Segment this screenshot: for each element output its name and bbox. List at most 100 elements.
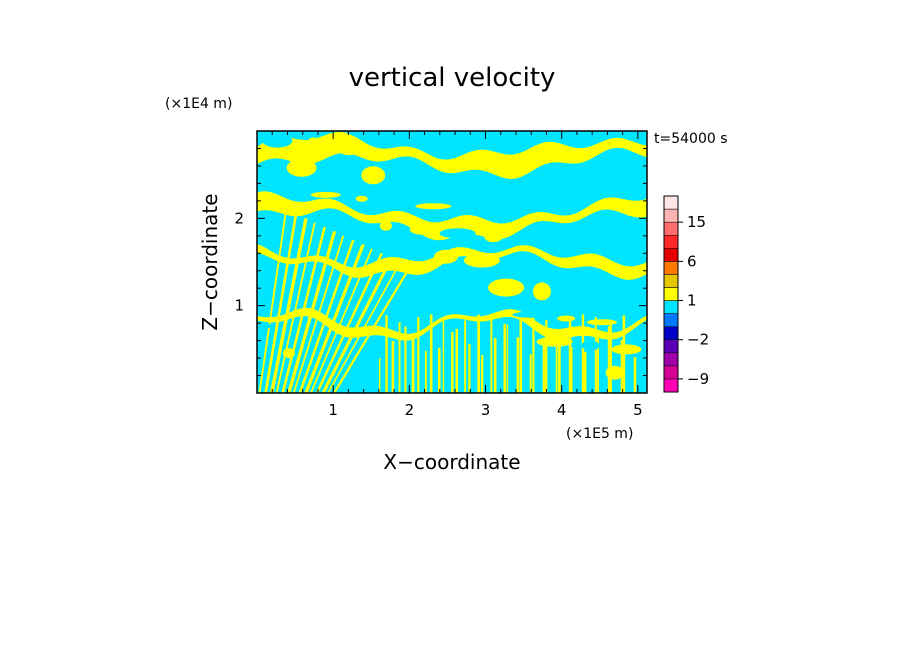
- field-blob-22: [581, 340, 600, 351]
- vertical-streak-35: [596, 335, 599, 393]
- x-tick-label: 5: [633, 401, 643, 419]
- vertical-streak-24: [529, 354, 532, 393]
- vertical-streak-15: [468, 343, 471, 393]
- field-blob-5: [415, 203, 452, 210]
- y-tick-label: 1: [234, 297, 244, 315]
- x-tick-label: 3: [481, 401, 491, 419]
- vertical-streak-40: [633, 357, 637, 393]
- vertical-streak-36: [607, 326, 611, 393]
- field-blob-28: [458, 274, 483, 293]
- colorbar: −9 −2 1 6 15: [663, 195, 709, 393]
- field-blob-30: [536, 336, 573, 347]
- field-blob-3: [337, 141, 361, 156]
- left-streak-3: [269, 218, 308, 393]
- vertical-streak-27: [545, 319, 548, 393]
- vertical-streak-25: [532, 314, 535, 393]
- field-blob-13: [385, 199, 410, 206]
- x-tick-label: 4: [557, 401, 567, 419]
- colorbar-segment: [663, 234, 679, 249]
- vertical-streak-16: [477, 314, 480, 393]
- x-axis: 1 2 3 4 5: [271, 131, 643, 419]
- left-streak-11: [315, 253, 384, 393]
- vertical-streak-7: [417, 317, 420, 393]
- vertical-streak-4: [398, 322, 401, 393]
- field-blob-26: [379, 220, 392, 231]
- field-blob-18: [409, 224, 434, 235]
- x-scale-label: (×1E5 m): [566, 426, 633, 442]
- vertical-streak-22: [516, 337, 519, 393]
- field-blob-19: [262, 133, 293, 148]
- field-blob-17: [557, 315, 576, 322]
- vertical-streak-3: [391, 341, 395, 393]
- left-streak-9: [304, 244, 365, 393]
- y-axis: 12: [234, 147, 647, 377]
- vertical-streak-29: [558, 331, 561, 393]
- field-blob-1: [258, 323, 271, 329]
- field-blob-10: [439, 228, 476, 239]
- vertical-streak-33: [583, 351, 587, 393]
- colorbar-tick-label: −9: [687, 370, 709, 388]
- x-tick-label: 1: [328, 401, 338, 419]
- colorbar-segment: [663, 248, 679, 262]
- field-blob-23: [434, 249, 458, 264]
- colorbar-segment: [663, 208, 679, 223]
- field-blob-9: [587, 319, 617, 326]
- vertical-streak-12: [451, 332, 454, 393]
- colorbar-tick-label: 1: [687, 292, 697, 310]
- field-blob-27: [605, 365, 624, 380]
- velocity-field: [257, 131, 647, 393]
- left-streak-7: [292, 235, 345, 393]
- y-scale-label: (×1E4 m): [165, 96, 232, 112]
- colorbar-segment: [663, 352, 679, 367]
- colorbar-segment: [663, 313, 679, 327]
- vertical-streak-34: [594, 316, 597, 393]
- field-blob-7: [508, 257, 527, 272]
- vertical-streak-9: [429, 314, 433, 393]
- left-streak-1: [258, 209, 288, 393]
- vertical-streak-10: [438, 347, 441, 393]
- vertical-streak-13: [455, 328, 459, 393]
- vertical-streak-37: [609, 322, 612, 393]
- chart-title: vertical velocity: [349, 63, 556, 93]
- colorbar-tick-label: −2: [687, 331, 709, 349]
- vertical-streak-6: [411, 334, 415, 393]
- left-streak-2: [264, 213, 298, 393]
- vertical-streak-28: [555, 329, 558, 393]
- colorbar-segment: [663, 378, 679, 393]
- colorbar-segment: [663, 365, 679, 380]
- vertical-streak-32: [581, 314, 585, 393]
- vertical-streak-20: [503, 323, 506, 393]
- field-blob-12: [532, 282, 551, 301]
- field-blob-2: [484, 232, 503, 243]
- left-streak-8: [298, 240, 355, 393]
- vertical-streak-23: [519, 316, 523, 393]
- colorbar-tick-label: 15: [687, 213, 706, 231]
- left-streak-13: [327, 262, 402, 393]
- colorbar-segment: [663, 287, 679, 301]
- vertical-streak-8: [424, 350, 427, 393]
- x-tick-label: 2: [405, 401, 415, 419]
- field-blob-15: [463, 253, 500, 268]
- colorbar-segment: [663, 339, 679, 354]
- vertical-streak-11: [442, 318, 445, 393]
- colorbar-segment: [663, 261, 679, 275]
- left-streak-6: [287, 231, 337, 393]
- vertical-streak-17: [481, 355, 484, 393]
- colorbar-segment: [663, 195, 679, 210]
- y-axis-label: Z−coordinate: [198, 193, 222, 330]
- field-blob-16: [331, 162, 344, 181]
- y-tick-label: 2: [234, 209, 244, 227]
- field-blob-25: [512, 311, 549, 318]
- plot-frame: [256, 130, 648, 394]
- field-blob-20: [488, 278, 525, 297]
- field-blob-11: [307, 137, 320, 152]
- left-streak-14: [332, 266, 412, 393]
- vertical-streak-1: [378, 358, 381, 393]
- vertical-streak-18: [490, 316, 493, 393]
- vertical-streak-30: [568, 318, 572, 393]
- vertical-streak-19: [493, 338, 497, 393]
- vertical-streak-38: [620, 340, 623, 393]
- time-label: t=54000 s: [654, 131, 728, 147]
- field-blob-14: [611, 344, 642, 355]
- left-streak-12: [321, 257, 394, 393]
